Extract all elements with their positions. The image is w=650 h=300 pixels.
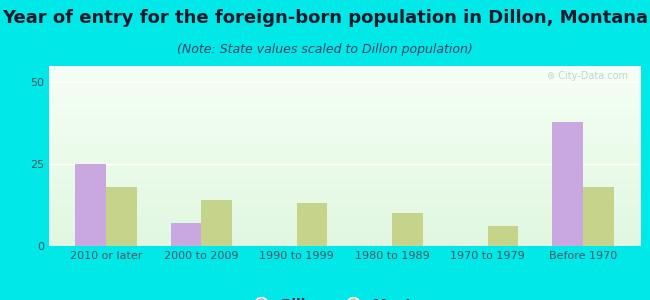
Text: (Note: State values scaled to Dillon population): (Note: State values scaled to Dillon pop…	[177, 44, 473, 56]
Bar	[106, 187, 136, 246]
Text: Year of entry for the foreign-born population in Dillon, Montana: Year of entry for the foreign-born popul…	[2, 9, 648, 27]
Bar	[297, 203, 328, 246]
Text: ⊛ City-Data.com: ⊛ City-Data.com	[547, 71, 629, 81]
Bar	[75, 164, 106, 246]
Bar	[583, 187, 614, 246]
Bar	[202, 200, 232, 246]
Bar	[552, 122, 583, 246]
Bar	[171, 223, 202, 246]
Bar	[488, 226, 518, 246]
Legend: Dillon, Montana: Dillon, Montana	[242, 292, 447, 300]
Bar	[392, 213, 422, 246]
